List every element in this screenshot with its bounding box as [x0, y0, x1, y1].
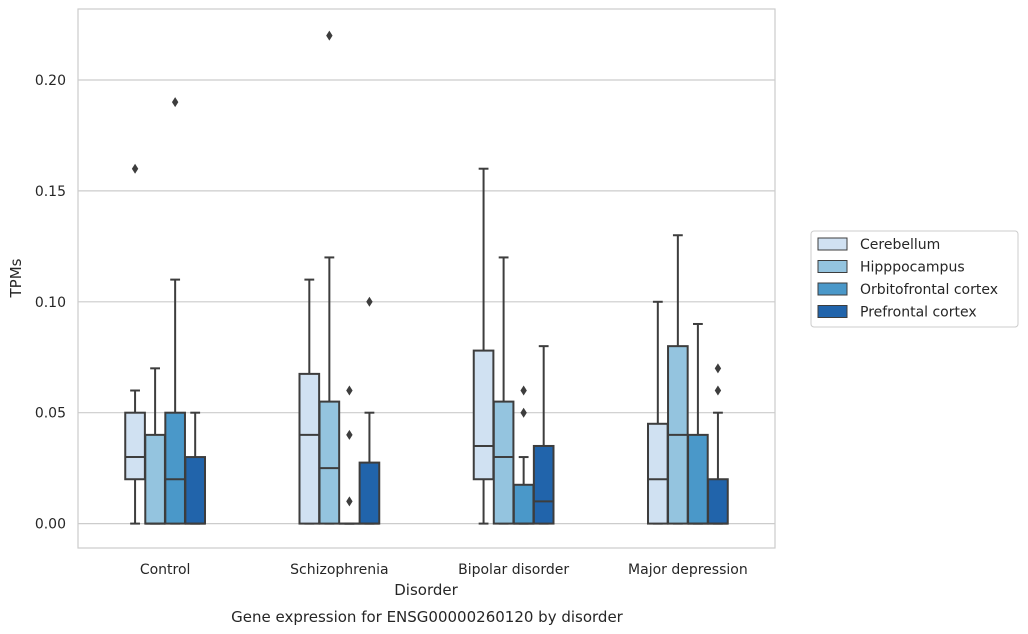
outlier-point	[346, 429, 353, 440]
box-prefrontal-cortex	[707, 363, 729, 525]
legend-swatch	[817, 260, 848, 273]
box-cerebellum	[124, 163, 146, 525]
y-axis-label: TPMs	[7, 258, 25, 298]
y-tick-label: 0.10	[35, 295, 66, 311]
outlier-point	[520, 407, 527, 418]
x-axis-label: Disorder	[394, 581, 458, 599]
box-hipppocampus	[318, 30, 341, 525]
outlier-point	[714, 363, 722, 374]
box-body	[124, 411, 146, 481]
outlier-point	[326, 30, 333, 41]
legend-entry: Hipppocampus	[860, 260, 965, 276]
outlier-point	[131, 163, 139, 174]
box-body	[318, 400, 341, 525]
box-body	[184, 456, 207, 525]
outlier-point	[171, 97, 179, 108]
chart-caption: Gene expression for ENSG00000260120 by d…	[231, 608, 624, 626]
outlier-point	[366, 296, 373, 307]
box-body	[492, 400, 515, 525]
box-prefrontal-cortex	[358, 296, 381, 525]
legend-entry: Orbitofrontal cortex	[860, 282, 998, 298]
box-orbitofrontal-cortex	[512, 385, 535, 525]
legend-entry: Prefrontal cortex	[860, 305, 977, 321]
plot-frame	[77, 8, 776, 549]
box-orbitofrontal-cortex	[164, 97, 186, 525]
y-tick-label: 0.05	[35, 406, 66, 422]
box-body	[472, 349, 495, 481]
outlier-point	[714, 385, 722, 396]
legend-swatch	[817, 305, 848, 318]
outlier-point	[346, 385, 353, 396]
box-prefrontal-cortex	[184, 411, 207, 525]
box-body	[646, 422, 669, 525]
box-body	[512, 483, 535, 525]
outlier-point	[346, 496, 353, 507]
box-body	[687, 433, 709, 525]
x-tick-label: Major depression	[628, 562, 748, 578]
x-tick-labels: Control Schizophrenia Bipolar disorder Majo…	[140, 562, 748, 578]
box-body	[298, 372, 321, 525]
box-body	[532, 444, 555, 525]
box-hipppocampus	[492, 256, 515, 525]
legend-swatch	[817, 282, 848, 296]
y-tick-label: 0.15	[35, 184, 66, 200]
box-cerebellum	[472, 167, 495, 525]
outlier-point	[520, 385, 527, 396]
box-body	[707, 478, 729, 525]
legend-frame	[810, 230, 1019, 328]
legend-entry: Cerebellum	[860, 237, 940, 253]
legend: Cerebellum Hipppocampus Orbitofrontal cort…	[810, 230, 1019, 328]
x-tick-label: Control	[140, 562, 191, 578]
legend-swatch	[817, 237, 848, 251]
box-prefrontal-cortex	[532, 345, 555, 525]
x-tick-label: Bipolar disorder	[458, 562, 569, 578]
y-tick-label: 0.20	[35, 73, 66, 89]
box-body	[144, 433, 166, 525]
x-tick-label: Schizophrenia	[290, 562, 388, 578]
box-body	[358, 461, 381, 525]
box-body	[164, 411, 186, 525]
y-tick-labels: 0.00 0.05 0.10 0.15 0.20	[35, 73, 66, 533]
box-plot-series	[124, 30, 729, 525]
y-tick-label: 0.00	[35, 517, 66, 533]
